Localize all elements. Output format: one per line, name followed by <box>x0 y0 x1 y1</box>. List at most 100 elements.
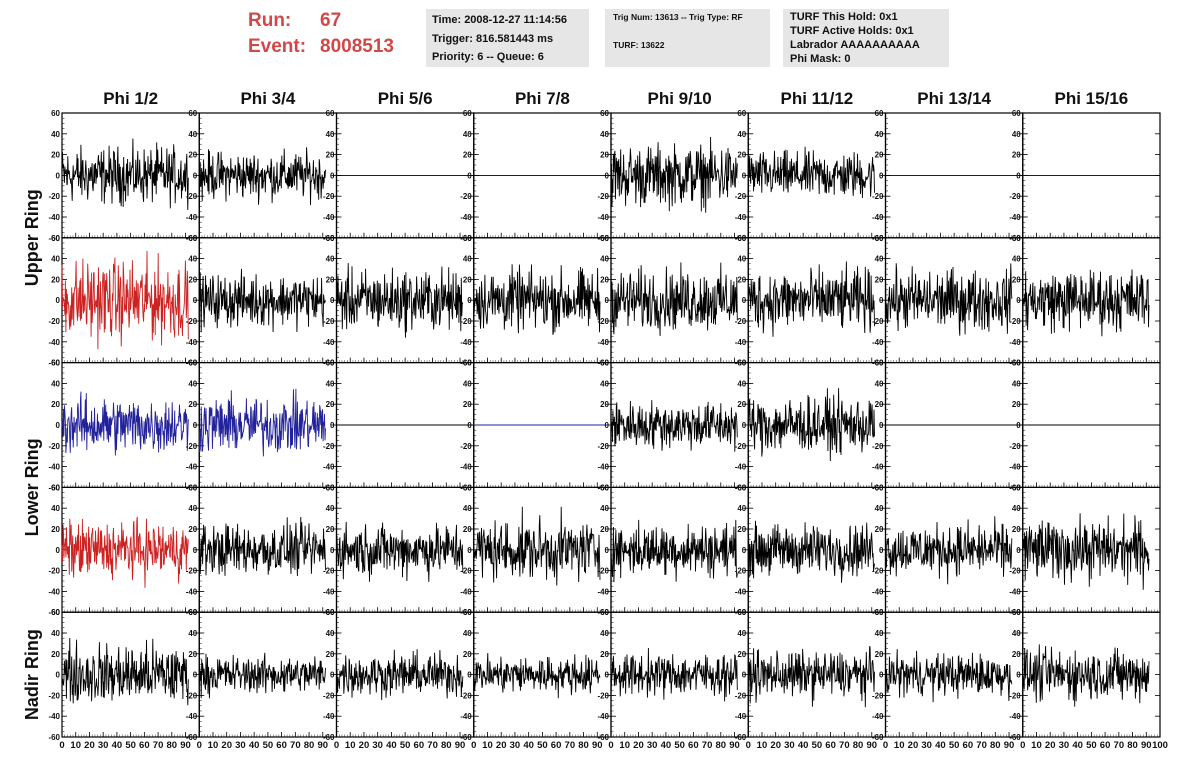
y-tick-label: -20 <box>1009 567 1021 576</box>
x-tick-label: 90 <box>729 740 740 751</box>
y-tick-label: 0 <box>605 671 610 680</box>
y-tick-label: -40 <box>186 338 198 347</box>
x-tick-label: 40 <box>386 740 397 751</box>
x-tick-label: 60 <box>963 740 974 751</box>
x-tick-label: 20 <box>633 740 644 751</box>
y-tick-label: 20 <box>1012 525 1021 534</box>
y-tick-label: 0 <box>467 671 472 680</box>
y-tick-label: 20 <box>463 275 472 284</box>
x-tick-label: 70 <box>702 740 713 751</box>
y-tick-label: 60 <box>188 234 197 243</box>
x-tick-label: 10 <box>894 740 905 751</box>
y-tick-label: -60 <box>323 733 335 742</box>
y-tick-label: 40 <box>51 379 60 388</box>
ring-label: Upper Ring <box>22 189 42 286</box>
x-tick-label: 50 <box>674 740 685 751</box>
y-tick-label: 40 <box>326 504 335 513</box>
y-tick-label: -40 <box>48 463 60 472</box>
x-tick-label: 80 <box>167 740 178 751</box>
y-tick-label: -40 <box>186 213 198 222</box>
y-tick-label: 0 <box>330 296 335 305</box>
x-tick-label: 20 <box>770 740 781 751</box>
y-tick-label: 0 <box>193 671 198 680</box>
x-tick-label: 10 <box>482 740 493 751</box>
y-tick-label: 20 <box>600 525 609 534</box>
y-tick-label: 60 <box>326 608 335 617</box>
turf-active-holds-text: TURF Active Holds: 0x1 <box>790 25 914 37</box>
x-tick-label: 70 <box>976 740 987 751</box>
waveform-trace <box>747 388 875 462</box>
y-tick-label: 0 <box>879 296 884 305</box>
y-tick-label: -20 <box>460 567 472 576</box>
y-tick-label: -40 <box>1009 338 1021 347</box>
y-tick-label: 20 <box>600 650 609 659</box>
y-tick-label: 40 <box>188 504 197 513</box>
y-tick-label: -40 <box>1009 712 1021 721</box>
y-tick-label: -20 <box>460 442 472 451</box>
x-tick-label: 60 <box>276 740 287 751</box>
y-tick-label: 40 <box>188 379 197 388</box>
y-tick-label: 40 <box>188 255 197 264</box>
y-tick-label: 0 <box>330 421 335 430</box>
y-tick-label: 40 <box>875 379 884 388</box>
y-tick-label: -20 <box>597 192 609 201</box>
y-tick-label: 40 <box>326 379 335 388</box>
labrador-text: Labrador AAAAAAAAAA <box>790 39 920 51</box>
x-tick-label: 50 <box>949 740 960 751</box>
y-tick-label: 0 <box>467 296 472 305</box>
y-tick-label: 0 <box>330 171 335 180</box>
x-tick-label: 10 <box>1031 740 1042 751</box>
y-tick-label: 60 <box>188 483 197 492</box>
x-tick-label: 90 <box>180 740 191 751</box>
y-tick-label: 0 <box>742 546 747 555</box>
y-tick-label: -40 <box>460 463 472 472</box>
y-tick-label: -20 <box>460 192 472 201</box>
y-tick-label: 40 <box>875 504 884 513</box>
y-tick-label: 40 <box>600 130 609 139</box>
waveform-trace <box>747 146 875 199</box>
y-tick-label: -40 <box>323 712 335 721</box>
waveform-trace <box>1022 644 1150 707</box>
y-tick-label: 60 <box>875 109 884 118</box>
y-tick-label: 60 <box>1012 359 1021 368</box>
waveform-trace <box>336 521 464 582</box>
trig-num-text: Trig Num: 13613 -- Trig Type: RF <box>613 12 743 22</box>
x-tick-label: 30 <box>235 740 246 751</box>
turf-this-hold-text: TURF This Hold: 0x1 <box>790 11 898 23</box>
y-tick-label: 40 <box>737 130 746 139</box>
y-tick-label: 0 <box>193 171 198 180</box>
y-tick-label: 40 <box>463 255 472 264</box>
y-tick-label: -20 <box>735 567 747 576</box>
waveform-trace <box>610 400 738 452</box>
y-tick-label: -60 <box>735 733 747 742</box>
y-tick-label: -20 <box>872 442 884 451</box>
y-tick-label: 20 <box>188 650 197 659</box>
y-tick-label: -20 <box>735 192 747 201</box>
y-tick-label: 0 <box>1016 671 1021 680</box>
y-tick-label: -20 <box>48 691 60 700</box>
waveform-trace <box>610 519 738 583</box>
ring-label: Lower Ring <box>22 438 42 536</box>
y-tick-label: -40 <box>597 712 609 721</box>
y-tick-label: 0 <box>1016 296 1021 305</box>
phi-mask-text: Phi Mask: 0 <box>790 53 851 65</box>
y-tick-label: 60 <box>188 109 197 118</box>
y-tick-label: 60 <box>326 234 335 243</box>
y-tick-label: -40 <box>735 712 747 721</box>
y-tick-label: -60 <box>48 234 60 243</box>
y-tick-label: -40 <box>735 338 747 347</box>
y-tick-label: 20 <box>1012 151 1021 160</box>
y-tick-label: 40 <box>1012 379 1021 388</box>
waveform-trace <box>473 506 601 586</box>
y-tick-label: 0 <box>879 546 884 555</box>
y-tick-label: 0 <box>56 296 61 305</box>
y-tick-label: 0 <box>742 296 747 305</box>
y-tick-label: -20 <box>48 317 60 326</box>
run-value: 67 <box>320 10 342 31</box>
run-label: Run: <box>248 10 292 31</box>
x-tick-label: 80 <box>578 740 589 751</box>
x-tick-label: 30 <box>372 740 383 751</box>
x-tick-label: 10 <box>70 740 81 751</box>
y-tick-label: -40 <box>872 213 884 222</box>
y-tick-label: 0 <box>467 421 472 430</box>
